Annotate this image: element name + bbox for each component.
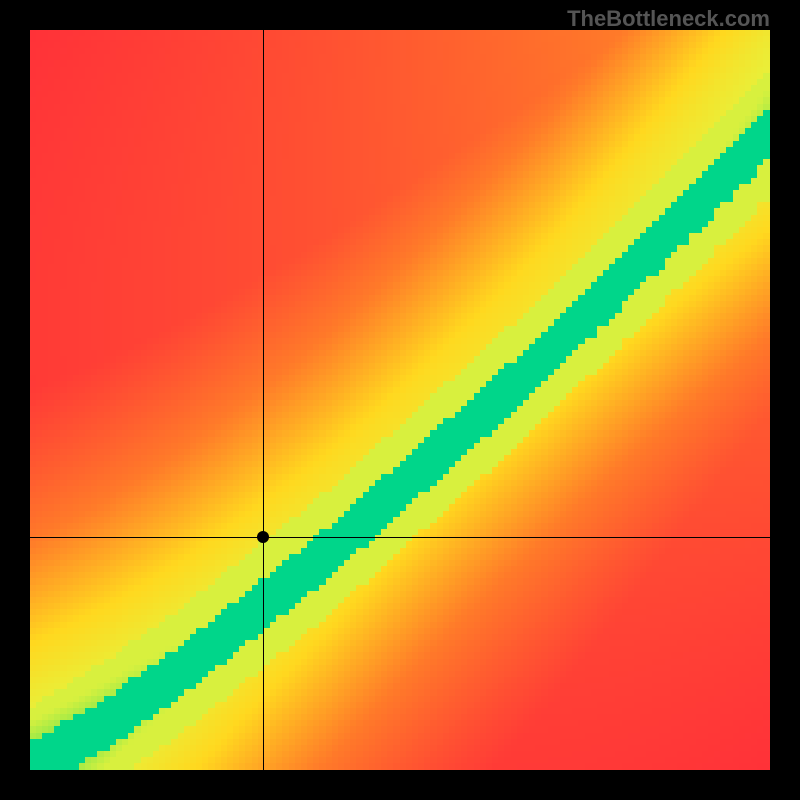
watermark-text: TheBottleneck.com: [567, 6, 770, 32]
plot-area: [30, 30, 770, 770]
crosshair-vertical: [263, 30, 264, 770]
heatmap-canvas: [30, 30, 770, 770]
crosshair-horizontal: [30, 537, 770, 538]
crosshair-marker: [257, 531, 269, 543]
